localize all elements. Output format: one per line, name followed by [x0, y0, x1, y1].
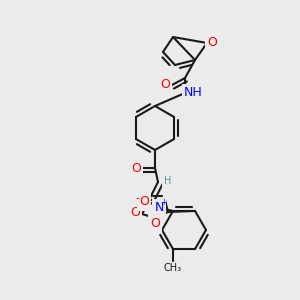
Text: O: O: [130, 206, 140, 220]
Text: O: O: [207, 37, 217, 50]
Text: H: H: [164, 176, 172, 186]
Text: N: N: [154, 201, 164, 214]
Text: NH: NH: [184, 86, 202, 100]
Text: CH₃: CH₃: [164, 263, 182, 273]
Text: O: O: [139, 195, 149, 208]
Text: H: H: [138, 194, 146, 204]
Text: -: -: [135, 193, 139, 203]
Text: O: O: [150, 218, 160, 230]
Text: O: O: [160, 79, 170, 92]
Text: +: +: [160, 198, 167, 207]
Text: O: O: [131, 161, 141, 175]
